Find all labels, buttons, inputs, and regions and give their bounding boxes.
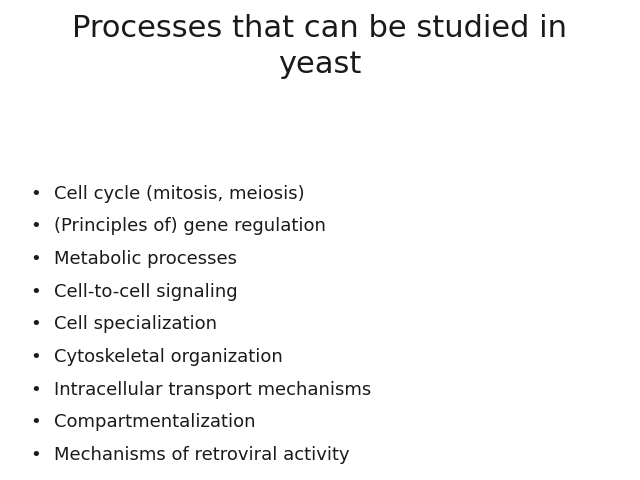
Text: •: • bbox=[30, 250, 40, 268]
Text: Cell cycle (mitosis, meiosis): Cell cycle (mitosis, meiosis) bbox=[54, 185, 305, 203]
Text: Cell-to-cell signaling: Cell-to-cell signaling bbox=[54, 283, 238, 300]
Text: •: • bbox=[30, 348, 40, 366]
Text: Intracellular transport mechanisms: Intracellular transport mechanisms bbox=[54, 381, 372, 398]
Text: Cell specialization: Cell specialization bbox=[54, 315, 218, 333]
Text: Cytoskeletal organization: Cytoskeletal organization bbox=[54, 348, 283, 366]
Text: Mechanisms of retroviral activity: Mechanisms of retroviral activity bbox=[54, 446, 350, 464]
Text: •: • bbox=[30, 446, 40, 464]
Text: •: • bbox=[30, 381, 40, 398]
Text: •: • bbox=[30, 185, 40, 203]
Text: Metabolic processes: Metabolic processes bbox=[54, 250, 237, 268]
Text: •: • bbox=[30, 315, 40, 333]
Text: •: • bbox=[30, 413, 40, 432]
Text: Processes that can be studied in
yeast: Processes that can be studied in yeast bbox=[72, 14, 568, 79]
Text: •: • bbox=[30, 283, 40, 300]
Text: •: • bbox=[30, 217, 40, 236]
Text: (Principles of) gene regulation: (Principles of) gene regulation bbox=[54, 217, 326, 236]
Text: Compartmentalization: Compartmentalization bbox=[54, 413, 256, 432]
